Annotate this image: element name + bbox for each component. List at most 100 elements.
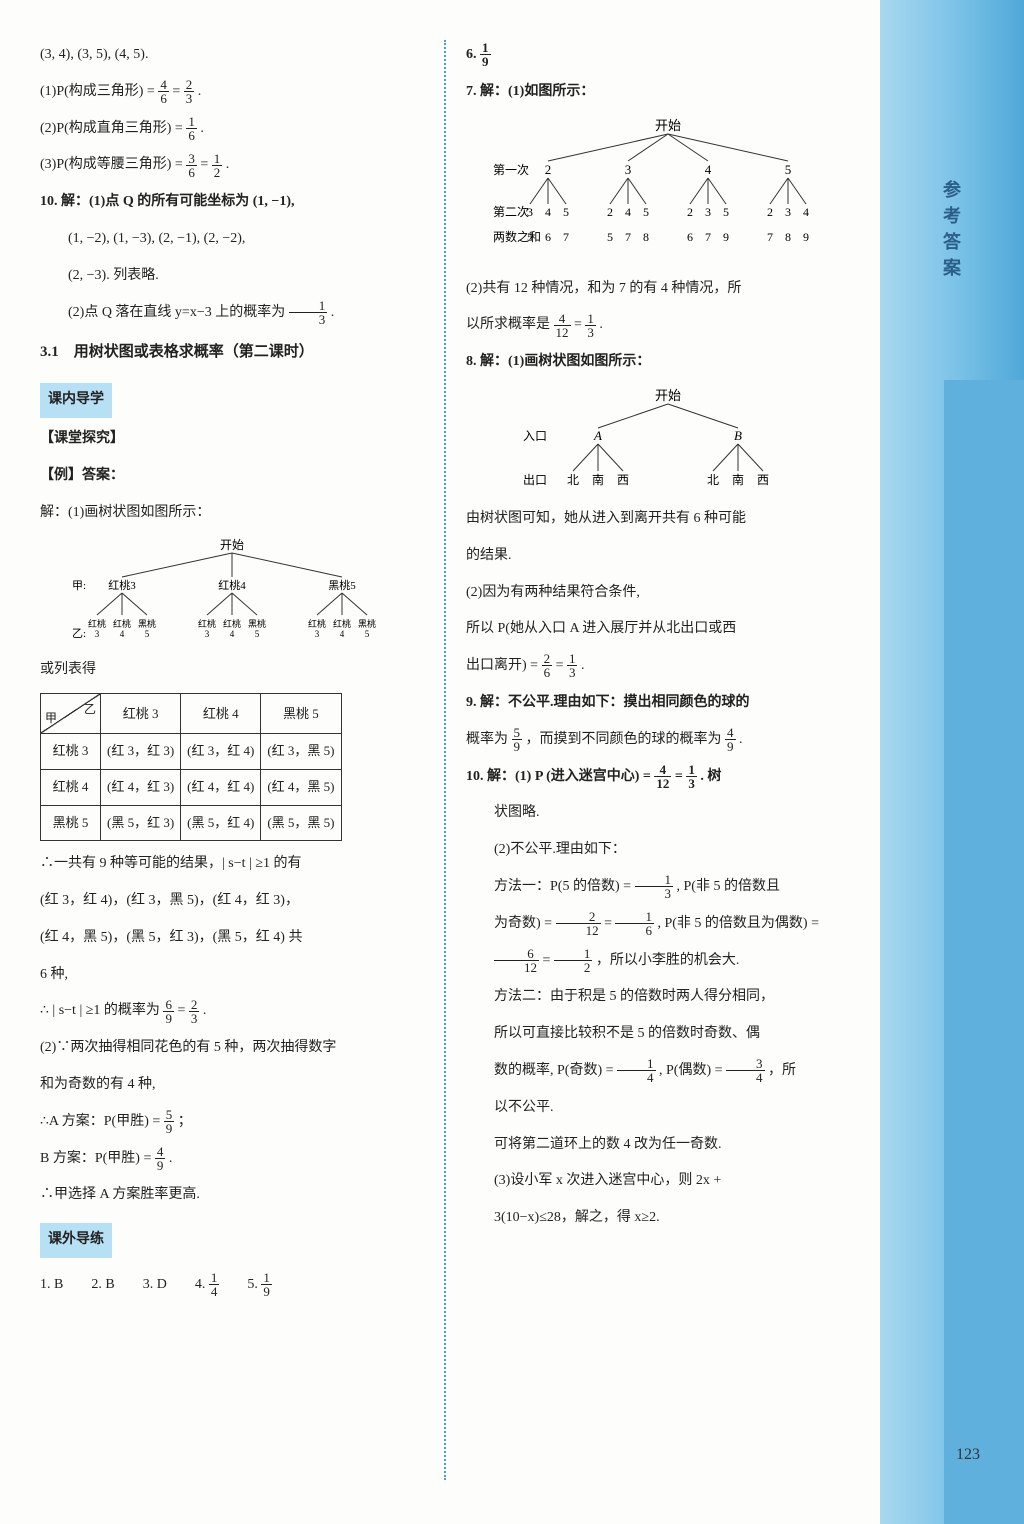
tree-diagram-2: 开始 第一次 2 3 4 5 第二次 345 24: [466, 116, 850, 266]
svg-text:8: 8: [785, 230, 791, 244]
svg-text:甲:: 甲:: [72, 580, 86, 592]
tree-root: 开始: [220, 538, 244, 552]
fraction: 36: [186, 152, 197, 179]
text: (2)不公平.理由如下：: [466, 835, 850, 866]
cell: (红 4，红 3): [101, 769, 181, 805]
svg-text:红桃: 红桃: [88, 618, 106, 629]
svg-text:7: 7: [563, 230, 569, 244]
t: 方法一：P(5 的倍数) =: [494, 879, 635, 894]
svg-text:开始: 开始: [655, 388, 681, 403]
t: .: [200, 121, 204, 136]
cell: (红 3，黑 5): [261, 734, 341, 770]
svg-text:4: 4: [120, 629, 125, 639]
t: 6.: [466, 47, 480, 62]
svg-text:西: 西: [757, 473, 769, 487]
t: .: [739, 732, 743, 747]
badge: 课内导学: [40, 383, 112, 418]
badge: 课外导练: [40, 1223, 112, 1258]
svg-text:红桃3: 红桃3: [108, 578, 136, 592]
text: (3)设小军 x 次进入迷宫中心，则 2x +: [466, 1166, 850, 1197]
text: 方法二：由于积是 5 的倍数时两人得分相同，: [466, 982, 850, 1013]
svg-text:7: 7: [767, 230, 773, 244]
svg-text:4: 4: [705, 162, 712, 177]
svg-text:5: 5: [785, 162, 792, 177]
text: (2, −3). 列表略.: [40, 261, 424, 292]
t: =: [556, 658, 567, 673]
text: 为奇数) = 212 = 16 , P(非 5 的倍数且为偶数) =: [466, 909, 850, 940]
diag-header: 乙 甲: [41, 694, 101, 734]
svg-text:黑桃5: 黑桃5: [328, 578, 356, 592]
fraction: 12: [212, 152, 223, 179]
svg-text:8: 8: [643, 230, 649, 244]
text: (2)点 Q 落在直线 y=x−3 上的概率为 13 .: [40, 298, 424, 329]
svg-text:5: 5: [145, 629, 150, 639]
svg-text:6: 6: [687, 230, 693, 244]
th: 红桃 3: [101, 694, 181, 734]
t: , P(非 5 的倍数且为偶数) =: [657, 916, 819, 931]
text: 10. 解：(1) P (进入迷宫中心) = 412 = 13 . 树: [466, 762, 850, 793]
page-number: 123: [956, 1446, 980, 1464]
svg-text:红桃: 红桃: [333, 618, 351, 629]
left-column: (3, 4), (3, 5), (4, 5). (1)P(构成三角形) = 46…: [40, 40, 424, 1480]
rh: 黑桃 5: [41, 805, 101, 841]
text: ∴一共有 9 种等可能的结果，| s−t | ≥1 的有: [40, 849, 424, 880]
th: 黑桃 5: [261, 694, 341, 734]
fraction: 59: [512, 726, 523, 753]
svg-text:4: 4: [545, 205, 551, 219]
ans: 5. 19: [247, 1270, 272, 1301]
fraction: 49: [155, 1145, 166, 1172]
text: (1)P(构成三角形) = 46 = 23 .: [40, 77, 424, 108]
tree-svg: 开始 甲: 红桃3 红桃4 黑桃5 乙: 红桃3 红桃4 黑桃5: [52, 537, 412, 647]
svg-text:5: 5: [723, 205, 729, 219]
svg-text:红桃: 红桃: [223, 618, 241, 629]
t: 为奇数) =: [494, 916, 556, 931]
svg-text:2: 2: [767, 205, 773, 219]
text: (红 3，红 4)，(红 3，黑 5)，(红 4，红 3)，: [40, 886, 424, 917]
text: (2)共有 12 种情况，和为 7 的有 4 种情况，所: [466, 274, 850, 305]
svg-text:第二次: 第二次: [493, 205, 529, 219]
svg-text:北: 北: [567, 473, 579, 487]
fraction: 412: [554, 312, 571, 339]
cell: (黑 5，红 3): [101, 805, 181, 841]
svg-text:A: A: [593, 428, 602, 443]
tree-diagram-1: 开始 甲: 红桃3 红桃4 黑桃5 乙: 红桃3 红桃4 黑桃5: [40, 537, 424, 647]
text: (1, −2), (1, −3), (2, −1), (2, −2),: [40, 224, 424, 255]
right-column: 6. 19 7. 解：(1)如图所示： 开始 第一次 2 3 4 5: [466, 40, 850, 1480]
svg-text:4: 4: [803, 205, 809, 219]
fraction: 46: [158, 78, 169, 105]
fraction: 49: [725, 726, 736, 753]
text: 数的概率, P(奇数) = 14 , P(偶数) = 34 ，所: [466, 1056, 850, 1087]
ans: 3. D: [143, 1270, 167, 1301]
t: 数的概率, P(奇数) =: [494, 1063, 617, 1078]
fraction: 14: [209, 1271, 220, 1298]
t: 出口离开) =: [466, 658, 542, 673]
svg-text:黑桃: 黑桃: [358, 618, 376, 629]
svg-text:5: 5: [643, 205, 649, 219]
t: .: [198, 84, 202, 99]
svg-text:4: 4: [625, 205, 631, 219]
text: 【例】答案：: [40, 461, 424, 492]
tree-svg: 开始 第一次 2 3 4 5 第二次 345 24: [468, 116, 848, 266]
text: 可将第二道环上的数 4 改为任一奇数.: [466, 1130, 850, 1161]
cell: (黑 5，红 4): [181, 805, 261, 841]
fraction: 13: [567, 652, 578, 679]
fraction: 14: [617, 1057, 656, 1084]
fraction: 16: [186, 115, 197, 142]
t: ，所: [768, 1063, 796, 1078]
section-title: 3.1 用树状图或表格求概率（第二课时）: [40, 336, 424, 369]
fraction: 59: [164, 1108, 175, 1135]
t: ；: [178, 1114, 192, 1129]
text: 10. 解：(1)点 Q 的所有可能坐标为 (1, −1),: [40, 187, 424, 218]
text: 解：(1)画树状图如图所示：: [40, 498, 424, 529]
svg-text:3: 3: [315, 629, 320, 639]
fraction: 13: [635, 873, 674, 900]
svg-text:红桃: 红桃: [308, 618, 326, 629]
text: 612 = 12 ，所以小李胜的机会大.: [466, 946, 850, 977]
svg-text:2: 2: [687, 205, 693, 219]
fraction: 19: [261, 1271, 272, 1298]
rh: 红桃 4: [41, 769, 101, 805]
t: =: [543, 953, 554, 968]
text: 以不公平.: [466, 1093, 850, 1124]
svg-text:南: 南: [732, 472, 744, 487]
text: 9. 解：不公平.理由如下：摸出相同颜色的球的: [466, 688, 850, 719]
